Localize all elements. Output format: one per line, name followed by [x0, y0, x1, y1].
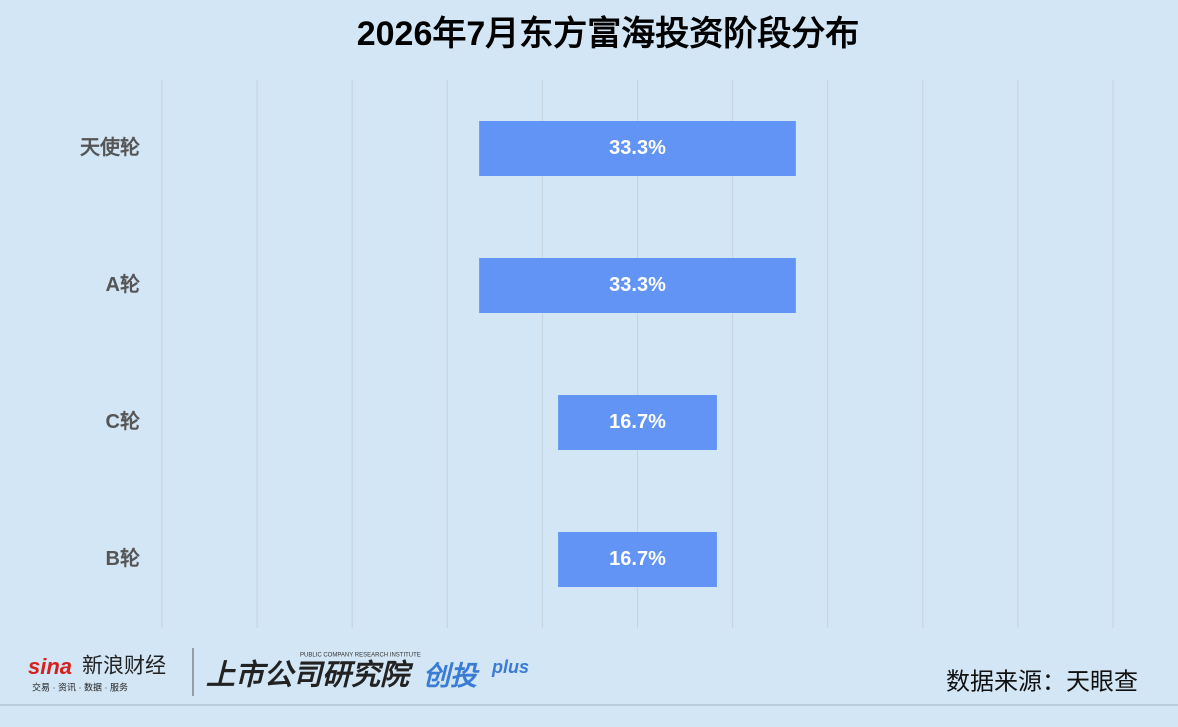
y-tick-label: C轮	[106, 409, 140, 433]
brand-tagline: 交易 · 资讯 · 数据 · 服务	[32, 681, 128, 692]
institute: 上市公司研究院	[206, 659, 414, 692]
bar	[479, 121, 796, 176]
value-label: 16.7%	[609, 411, 666, 433]
brand-logo: sina	[28, 654, 72, 679]
y-tick-label: A轮	[106, 272, 140, 296]
value-label: 33.3%	[609, 274, 666, 296]
bar	[558, 532, 717, 587]
product: 创投	[423, 661, 480, 691]
value-label: 16.7%	[609, 548, 666, 570]
bar	[479, 258, 796, 313]
y-tick-label: 天使轮	[80, 135, 140, 159]
y-tick-label: B轮	[106, 546, 140, 570]
product-suffix: plus	[491, 657, 529, 677]
institute-en: PUBLIC COMPANY RESEARCH INSTITUTE	[300, 653, 421, 659]
plot: 天使轮 33.3% A轮 33.3% C轮 16.7% B轮 16.7%	[80, 121, 796, 587]
brand: 新浪财经	[82, 655, 166, 678]
bar	[558, 395, 717, 450]
source: 数据来源：天眼查	[946, 668, 1138, 695]
chart-title: 2026年7月东方富海投资阶段分布	[357, 14, 860, 53]
value-label: 33.3%	[609, 137, 666, 159]
